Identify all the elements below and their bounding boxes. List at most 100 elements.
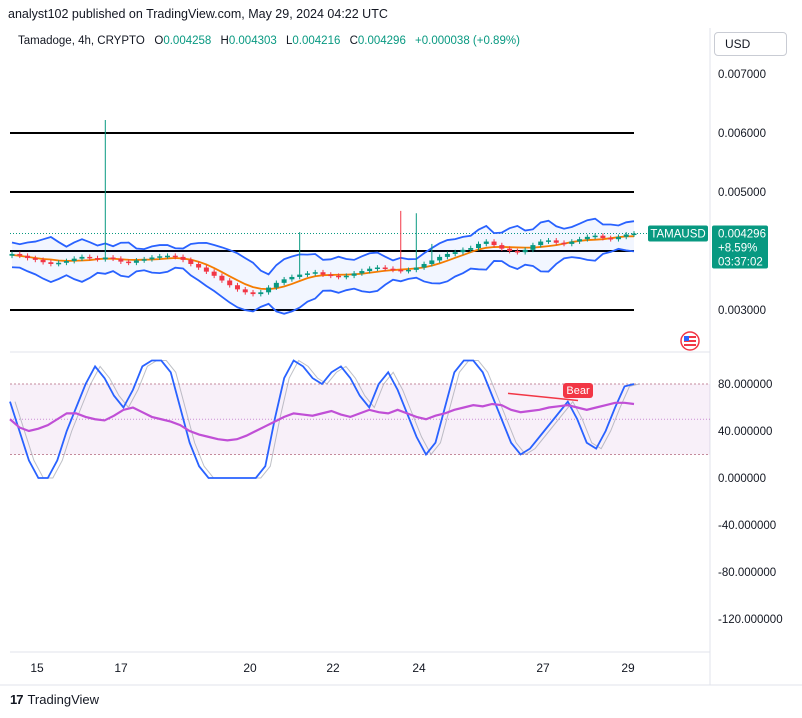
candle-body [592, 235, 598, 238]
stoch-tick-label: 0.000000 [718, 473, 766, 485]
candle-body [17, 253, 23, 256]
candle-body [569, 241, 575, 244]
candle-body [87, 256, 93, 259]
candle-body [133, 260, 139, 263]
candle-body [437, 256, 443, 261]
candle-body [110, 257, 116, 259]
candle-body [374, 267, 380, 270]
candle-body [234, 285, 240, 290]
stoch-tick-label: 40.000000 [718, 426, 772, 438]
bb-upper-line [11, 217, 635, 276]
price-tag-bg [712, 225, 768, 269]
open-value: 0.004258 [163, 35, 212, 47]
candle-body [452, 252, 458, 254]
candle-body [600, 235, 606, 239]
candle-body [382, 267, 388, 270]
bear-divergence-line [507, 392, 579, 402]
bb-lower-line [11, 247, 635, 315]
time-axis-ticks: 15 17 20 22 24 27 29 [30, 661, 635, 675]
stochastic-pane: Bear 80.000000 40.000000 0.000000 -40.000000… [9, 359, 783, 626]
candle-body [149, 257, 155, 260]
candle-body [328, 274, 334, 277]
candle-body [421, 263, 427, 268]
candle-body [545, 240, 551, 242]
candle-body [48, 262, 54, 264]
candle-body [577, 239, 583, 242]
tradingview-logo-icon: ⁠⁠17 [10, 692, 24, 707]
candle-body [25, 255, 31, 259]
time-tick-label: 27 [536, 661, 550, 675]
candle-body [312, 272, 318, 274]
high-value: 0.004303 [228, 35, 277, 47]
time-tick-label: 24 [412, 661, 426, 675]
candle-body [561, 242, 567, 245]
rsi-line [9, 401, 635, 442]
candle-body [297, 274, 303, 277]
time-tick-label: 15 [30, 661, 44, 675]
horizontal-levels [10, 132, 648, 311]
footer-brand[interactable]: TradingView [27, 692, 100, 707]
candle-body [165, 255, 170, 258]
footer: ⁠⁠17 TradingView [10, 692, 99, 707]
candle-body [507, 248, 513, 251]
candle-body [584, 236, 590, 240]
time-tick-label: 22 [326, 661, 340, 675]
candle-body [196, 263, 202, 268]
candle-body [172, 255, 178, 258]
candle-body [141, 259, 147, 261]
candle-body [227, 280, 233, 286]
candle-body [9, 253, 15, 256]
time-tick-label: 17 [114, 661, 128, 675]
candle-body [514, 251, 520, 253]
candle-body [242, 289, 248, 293]
candle-body [623, 234, 629, 237]
stoch-tick-label: -80.000000 [718, 567, 776, 579]
candle-body [203, 267, 209, 272]
price-tick-label: 0.006000 [718, 128, 766, 140]
currency-button[interactable]: USD [714, 32, 787, 56]
candle-body [522, 249, 528, 253]
candle-body [258, 292, 264, 295]
candle-body [102, 257, 108, 260]
candle-body [483, 241, 489, 244]
candle-body [320, 272, 326, 275]
candle-body [219, 275, 225, 281]
price-tick-label: 0.003000 [718, 305, 766, 317]
candle-body [126, 261, 132, 264]
open-label: O [154, 35, 164, 47]
price-tags: TAMAUSD 0.004296 +8.59% 03:37:02 [648, 225, 768, 269]
change-value: +0.000038 (+0.89%) [415, 35, 520, 47]
candle-body [413, 267, 419, 270]
candle-body [79, 256, 85, 259]
candle-body [406, 269, 412, 272]
candle-body [398, 269, 404, 272]
stoch-k-line [9, 359, 635, 479]
candle-body [63, 261, 69, 263]
candle-body [530, 245, 536, 250]
symbol-title[interactable]: Tamadoge, 4h, CRYPTO [18, 35, 145, 47]
price-axis-ticks: 0.007000 0.006000 0.005000 0.003000 [718, 69, 766, 317]
close-value: 0.004296 [357, 35, 406, 47]
flag-icon[interactable] [680, 331, 700, 351]
candle-body [359, 271, 365, 274]
stoch-tick-label: 80.000000 [718, 379, 772, 391]
candle-body [188, 259, 194, 264]
ticker-tag-bg [648, 225, 708, 242]
candle-body [273, 282, 279, 288]
price-tag-countdown: 03:37:02 [718, 257, 763, 269]
candle-body [40, 259, 46, 263]
candle-body [304, 273, 310, 275]
bear-label-bg [563, 383, 593, 398]
candle-body [71, 258, 77, 262]
ticker-tag-label: TAMAUSD [650, 229, 705, 241]
candle-body [429, 260, 435, 264]
publisher-header: analyst102 published on TradingView.com,… [8, 7, 388, 21]
candle-body [491, 241, 497, 246]
candle-body [631, 233, 637, 236]
candle-body [444, 253, 450, 257]
candle-body [468, 248, 474, 250]
symbol-info-bar: Tamadoge, 4h, CRYPTO O0.004258 H0.004303… [18, 35, 526, 47]
candle-body [266, 287, 272, 293]
candle-body [390, 268, 396, 271]
